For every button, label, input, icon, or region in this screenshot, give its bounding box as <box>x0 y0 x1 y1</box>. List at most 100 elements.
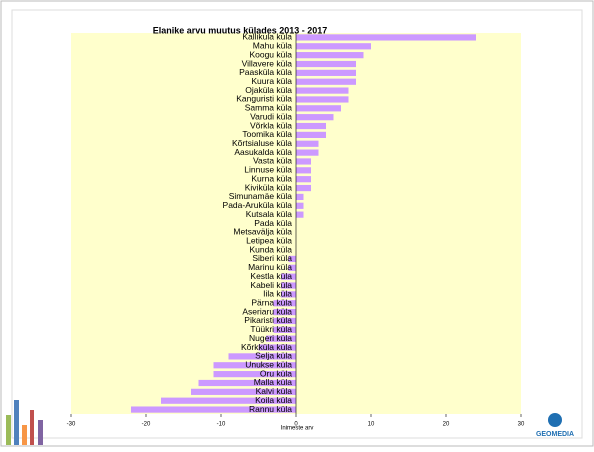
bar <box>296 167 311 174</box>
x-tick-label: 30 <box>518 422 525 428</box>
y-tick-label: Toomika küla <box>242 129 292 139</box>
x-tick-label: -10 <box>217 422 226 428</box>
bar <box>273 300 296 307</box>
bar <box>258 344 296 351</box>
x-tick-label: -20 <box>142 422 151 428</box>
x-axis-label: Inimeste arv <box>281 426 314 432</box>
bar <box>273 317 296 325</box>
bar <box>296 122 326 130</box>
logo-text: GEOMEDIA <box>536 431 574 438</box>
y-tick-label: Kanguristi küla <box>236 94 292 104</box>
bar <box>228 353 296 360</box>
bar <box>296 96 349 103</box>
y-tick-label: Letipea küla <box>246 235 292 245</box>
y-tick-label: Pärna küla <box>251 297 292 307</box>
x-tick-label: -30 <box>67 422 76 428</box>
y-tick-label: Malla küla <box>254 377 293 387</box>
y-tick-label: Aseriaru küla <box>242 306 292 316</box>
bar <box>281 273 296 280</box>
bar <box>273 326 296 333</box>
deco-bar <box>22 425 27 445</box>
y-tick-label: Kutsala küla <box>246 209 293 219</box>
y-tick-label: Kõrtsialuse küla <box>232 138 292 148</box>
y-tick-label: Ojaküla küla <box>245 85 292 95</box>
bar <box>296 193 304 201</box>
bar <box>296 140 319 147</box>
y-tick-label: Samma küla <box>245 103 293 113</box>
y-tick-label: Tüükri küla <box>250 324 292 334</box>
x-tick-label: 0 <box>294 422 298 428</box>
y-tick-label: Oru küla <box>260 368 292 378</box>
y-tick-label: Metsavälja küla <box>233 227 292 237</box>
bar <box>296 43 371 50</box>
y-tick-label: Võrkla küla <box>250 120 292 130</box>
y-tick-label: Koila küla <box>255 395 292 405</box>
y-tick-label: Pada küla <box>254 218 292 228</box>
y-tick-label: Paasküla küla <box>239 67 292 77</box>
y-tick-label: Pada-Aruküla küla <box>223 200 293 210</box>
bar <box>281 291 296 298</box>
bar <box>161 397 296 404</box>
y-tick-label: Kestla küla <box>250 271 292 281</box>
bar <box>198 379 296 387</box>
bar <box>296 158 311 165</box>
y-tick-label: Koogu küla <box>249 49 292 59</box>
bar <box>273 309 296 316</box>
bar <box>213 371 296 378</box>
y-tick-label: Villavere küla <box>242 58 293 68</box>
y-tick-label: Mahu küla <box>253 41 292 51</box>
bar <box>288 255 296 263</box>
bar <box>296 105 341 112</box>
bar <box>296 149 319 156</box>
deco-bar <box>30 410 34 445</box>
bar <box>296 87 349 94</box>
deco-bar <box>38 420 43 445</box>
bar <box>296 34 476 41</box>
bar <box>131 406 296 413</box>
y-tick-label: Kiviküla küla <box>245 182 293 192</box>
y-tick-label: Simunamäe küla <box>229 191 293 201</box>
bar <box>296 211 304 218</box>
decoration <box>6 400 562 445</box>
y-tick-label: Rannu küla <box>249 404 292 414</box>
y-tick-label: Siberi küla <box>252 253 292 263</box>
y-tick-label: Marinu küla <box>248 262 292 272</box>
y-tick-label: Kunda küla <box>249 244 292 254</box>
y-tick-label: Linnuse küla <box>244 165 292 175</box>
y-tick-label: Kallikula küla <box>242 32 292 42</box>
y-tick-label: Nugeri küla <box>249 333 292 343</box>
y-tick-label: Vasta küla <box>253 156 292 166</box>
bar <box>296 114 334 121</box>
y-tick-label: Kõrkküla küla <box>241 342 292 352</box>
chart-title: Elanike arvu muutus külades 2013 - 2017 <box>153 25 328 35</box>
y-tick-label: Kalvi küla <box>256 386 293 396</box>
deco-bar <box>6 415 11 445</box>
y-tick-label: Unukse küla <box>245 360 292 370</box>
bar <box>296 131 326 138</box>
y-tick-label: Selja küla <box>255 351 292 361</box>
bar <box>296 202 304 209</box>
bar <box>281 282 296 289</box>
x-tick-label: 10 <box>368 422 375 428</box>
bar <box>296 78 356 85</box>
bar <box>296 184 311 192</box>
y-tick-label: Iila küla <box>263 289 292 299</box>
bar <box>191 388 296 395</box>
logo-icon <box>548 413 562 427</box>
x-tick-label: 20 <box>443 422 450 428</box>
y-tick-label: Kurna küla <box>251 173 292 183</box>
bar <box>266 335 296 342</box>
y-tick-label: Pikaristi küla <box>244 315 292 325</box>
bar <box>288 264 296 271</box>
bar <box>296 60 356 68</box>
bar <box>296 176 311 183</box>
y-tick-label: Kabeli küla <box>250 280 292 290</box>
bar <box>296 69 356 76</box>
bar <box>213 362 296 369</box>
y-tick-label: Varudi küla <box>250 111 292 121</box>
bar <box>296 52 364 59</box>
y-tick-label: Kuura küla <box>251 76 292 86</box>
y-tick-label: Aasukalda küla <box>234 147 292 157</box>
